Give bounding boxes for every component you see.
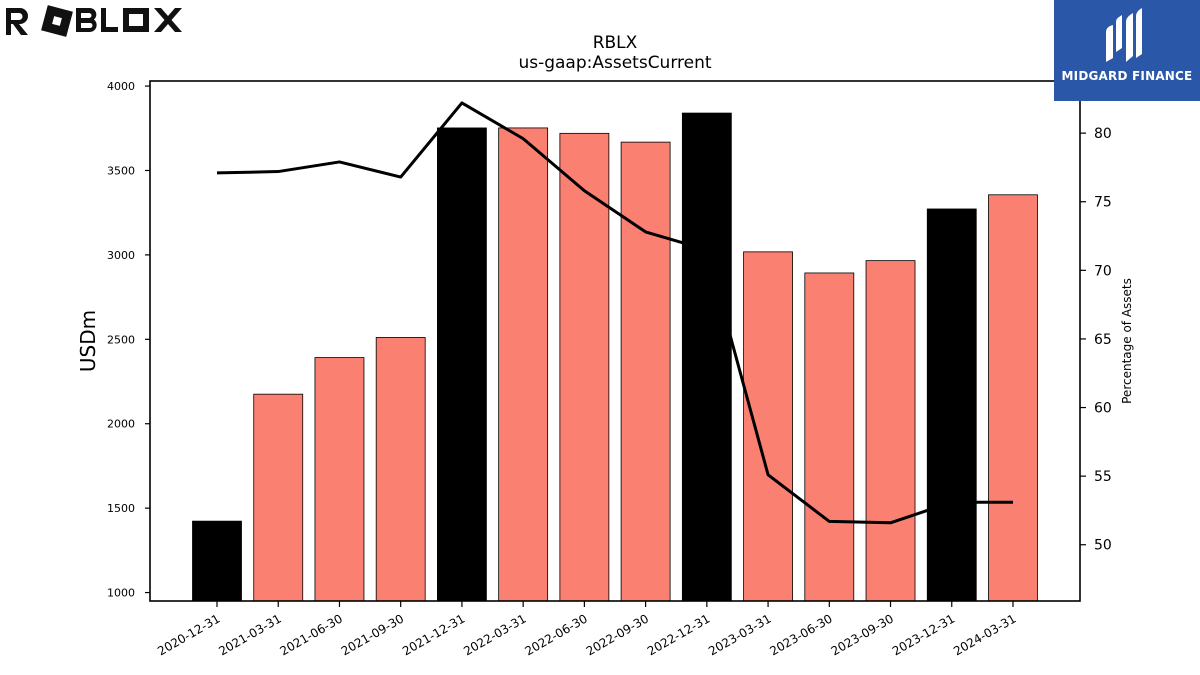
x-tick-label: 2024-03-31 [951,611,1018,658]
y2-tick-label: 60 [1094,401,1112,417]
chart-title: RBLX [593,33,638,53]
bar-2020-12-31 [192,520,242,602]
x-tick-label: 2020-12-31 [155,611,222,658]
x-tick-label: 2021-12-31 [400,611,467,658]
y-tick-label: 1000 [107,587,135,600]
x-tick-label: 2022-12-31 [645,611,712,658]
line-group [216,101,1013,525]
x-tick-label: 2023-06-30 [767,611,834,658]
roblox-wordmark-icon [6,5,182,37]
y2-tick-label: 65 [1094,332,1112,348]
y2-tick-label: 55 [1094,469,1112,485]
x-tick-label: 2023-03-31 [706,611,773,658]
x-tick-label: 2021-03-31 [216,611,283,658]
bar-2023-03-31 [743,251,793,602]
y2-tick-label: 70 [1094,263,1112,279]
x-tick-label: 2022-09-30 [584,611,651,658]
midgard-finance-logo: MIDGARD FINANCE [1054,0,1200,101]
bar-2023-06-30 [804,272,855,602]
y2-tick-label: 80 [1094,126,1112,142]
y2-tick-label: 50 [1094,538,1112,554]
midgard-finance-text: MIDGARD FINANCE [1061,69,1193,83]
x-tick-label: 2021-06-30 [278,611,345,658]
bar-2021-12-31 [437,127,487,602]
roblox-logo [4,2,200,42]
bar-2023-09-30 [865,260,916,602]
bar-2022-03-31 [498,127,549,602]
bar-2024-03-31 [988,194,1038,602]
bar-2021-06-30 [314,357,365,602]
x-tick-label: 2021-09-30 [339,611,406,658]
chart-subtitle: us-gaap:AssetsCurrent [518,53,711,73]
x-axis: 2020-12-312021-03-312021-06-302021-09-30… [155,601,1018,658]
x-tick-label: 2022-03-31 [461,611,528,658]
bar-2022-09-30 [620,141,671,602]
x-tick-label: 2023-12-31 [890,611,957,658]
bar-2023-12-31 [926,208,977,602]
y2-axis-label: Percentage of Assets [1120,278,1134,404]
x-tick-label: 2022-06-30 [522,611,589,658]
y-tick-label: 3500 [107,164,135,177]
bar-2022-12-31 [681,112,732,602]
y-tick-label: 3000 [107,249,135,262]
percentage-line [216,101,1013,525]
plot-frame [149,80,1081,602]
y-tick-label: 1500 [107,502,135,515]
bar-2021-09-30 [375,337,426,602]
y-axis: 1000 1500 2000 2500 3000 3500 4000 [107,80,150,600]
x-tick-label: 2023-09-30 [829,611,896,658]
y2-axis: 50 55 60 65 70 75 80 [1080,126,1112,554]
bar-2021-03-31 [253,393,304,602]
bar-2022-06-30 [559,132,610,602]
y-tick-label: 2500 [107,333,135,346]
y-axis-label: USDm [76,310,100,372]
midgard-emblem-icon [1106,8,1142,62]
y-tick-label: 4000 [107,80,135,93]
y2-tick-label: 75 [1094,195,1112,211]
y-tick-label: 2000 [107,418,135,431]
bar-group [192,112,1038,602]
